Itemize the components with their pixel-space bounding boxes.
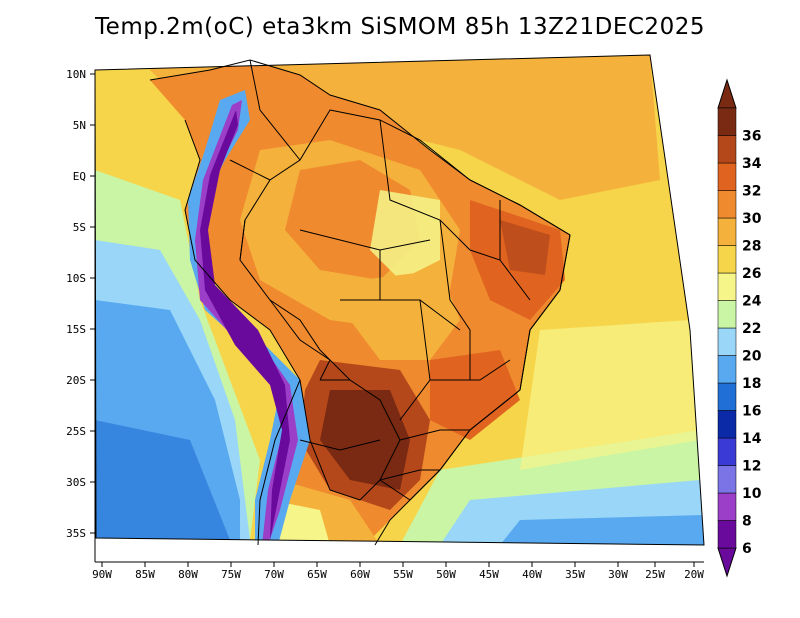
lat-axis: 10N 5N EQ 5S 10S 15S 20S 25S 30S 35S xyxy=(66,68,95,540)
lat-tick-label: 20S xyxy=(66,374,86,387)
lat-tick-label: 10S xyxy=(66,272,86,285)
colorbar-label: 12 xyxy=(742,459,761,475)
map-title: Temp.2m(oC) eta3km SiSMOM 85h 13Z21DEC20… xyxy=(95,14,705,40)
colorbar-label: 36 xyxy=(742,129,761,145)
colorbar-label: 20 xyxy=(742,349,762,365)
colorbar-segment xyxy=(717,492,737,521)
lat-tick-label: 10N xyxy=(66,68,86,81)
colorbar-segment xyxy=(717,437,737,466)
colorbar: 6 8 10 12 14 16 18 20 22 24 26 28 30 32 34 36 xyxy=(717,78,762,578)
colorbar-arrow-min xyxy=(717,547,737,578)
lon-tick-label: 80W xyxy=(178,568,198,581)
lat-tick-label: 25S xyxy=(66,425,86,438)
colorbar-label: 14 xyxy=(742,431,762,447)
lon-tick-label: 40W xyxy=(522,568,542,581)
colorbar-segment xyxy=(717,245,737,274)
colorbar-segment xyxy=(717,355,737,384)
colorbar-label: 26 xyxy=(742,266,761,282)
colorbar-segment xyxy=(717,382,737,411)
lon-tick-label: 25W xyxy=(645,568,665,581)
colorbar-label: 34 xyxy=(742,156,762,172)
political-borders xyxy=(149,59,571,546)
lon-tick-label: 65W xyxy=(307,568,327,581)
lon-tick-label: 55W xyxy=(393,568,413,581)
colorbar-label: 28 xyxy=(742,239,761,255)
colorbar-label: 22 xyxy=(742,321,761,337)
colorbar-segment xyxy=(717,135,737,164)
colorbar-label: 6 xyxy=(742,541,752,557)
lat-tick-label: EQ xyxy=(73,170,86,183)
lon-tick-label: 50W xyxy=(436,568,456,581)
lat-tick-label: 5S xyxy=(73,221,86,234)
lon-tick-label: 35W xyxy=(565,568,585,581)
lon-tick-label: 75W xyxy=(221,568,241,581)
colorbar-arrow-max xyxy=(717,78,737,109)
colorbar-label: 32 xyxy=(742,184,761,200)
lat-tick-label: 5N xyxy=(73,119,86,132)
lat-tick-label: 15S xyxy=(66,323,86,336)
colorbar-label: 16 xyxy=(742,404,761,420)
colorbar-segment xyxy=(717,520,737,549)
lat-tick-label: 35S xyxy=(66,527,86,540)
lon-tick-label: 90W xyxy=(92,568,112,581)
colorbar-segment xyxy=(717,107,737,136)
lon-tick-label: 85W xyxy=(135,568,155,581)
map-frame xyxy=(94,54,705,546)
colorbar-segment xyxy=(717,410,737,439)
colorbar-segment xyxy=(717,300,737,329)
colorbar-label: 24 xyxy=(742,294,762,310)
colorbar-label: 8 xyxy=(742,514,752,530)
colorbar-label: 30 xyxy=(742,211,762,227)
lon-tick-label: 45W xyxy=(479,568,499,581)
colorbar-segment xyxy=(717,190,737,219)
colorbar-segment xyxy=(717,465,737,494)
colorbar-segment xyxy=(717,217,737,246)
colorbar-label: 18 xyxy=(742,376,761,392)
lon-tick-label: 30W xyxy=(608,568,628,581)
colorbar-segment xyxy=(717,162,737,191)
lon-tick-label: 60W xyxy=(350,568,370,581)
lon-tick-label: 20W xyxy=(684,568,704,581)
lat-tick-label: 30S xyxy=(66,476,86,489)
lon-tick-label: 70W xyxy=(264,568,284,581)
colorbar-segment xyxy=(717,327,737,356)
colorbar-label: 10 xyxy=(742,486,762,502)
lon-axis: 90W 85W 80W 75W 70W 65W 60W 55W 50W 45W … xyxy=(92,562,704,581)
colorbar-segment xyxy=(717,272,737,301)
